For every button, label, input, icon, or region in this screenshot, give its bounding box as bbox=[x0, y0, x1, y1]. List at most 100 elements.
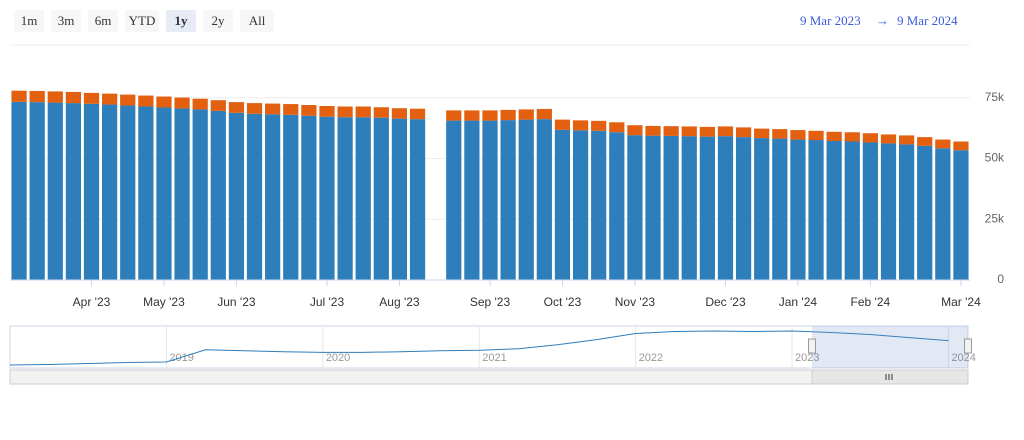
x-tick-label: Jul '23 bbox=[310, 295, 345, 309]
bar bbox=[500, 120, 516, 280]
x-tick-label: Dec '23 bbox=[705, 295, 746, 309]
navigator-tick-label: 2021 bbox=[482, 352, 506, 364]
bar bbox=[898, 135, 915, 145]
bar bbox=[518, 119, 534, 281]
bar bbox=[844, 141, 860, 280]
bar bbox=[609, 122, 625, 133]
range-button[interactable]: YTD bbox=[125, 10, 159, 32]
date-from[interactable]: 9 Mar 2023 bbox=[800, 13, 861, 28]
bar bbox=[319, 116, 335, 280]
bar bbox=[699, 136, 715, 280]
bar bbox=[265, 103, 281, 115]
y-tick-label: 0 bbox=[997, 272, 1004, 286]
x-tick-label: Jun '23 bbox=[217, 295, 256, 309]
bar bbox=[717, 136, 734, 280]
x-tick-label: Apr '23 bbox=[73, 295, 111, 309]
bar bbox=[83, 103, 100, 280]
navigator-tick-label: 2020 bbox=[326, 352, 350, 364]
range-button[interactable]: All bbox=[240, 10, 274, 32]
range-button[interactable]: 2y bbox=[203, 10, 233, 32]
bar bbox=[790, 130, 806, 140]
bar bbox=[102, 93, 118, 105]
range-button[interactable]: 6m bbox=[88, 10, 118, 32]
bar bbox=[554, 119, 571, 130]
range-button[interactable]: 1m bbox=[14, 10, 44, 32]
navigator-tick-label: 2023 bbox=[795, 352, 819, 364]
scrollbar-thumb bbox=[811, 369, 969, 385]
x-tick-label: Feb '24 bbox=[851, 295, 891, 309]
bar bbox=[47, 91, 63, 103]
range-button[interactable]: 3m bbox=[51, 10, 81, 32]
bar bbox=[11, 101, 27, 280]
bar bbox=[355, 106, 371, 118]
date-to[interactable]: 9 Mar 2024 bbox=[897, 13, 958, 28]
bar bbox=[228, 112, 245, 280]
bar bbox=[898, 144, 915, 280]
bar bbox=[663, 126, 679, 136]
bar bbox=[138, 95, 154, 107]
bar bbox=[265, 114, 281, 280]
bar bbox=[808, 130, 824, 141]
bar bbox=[65, 91, 82, 104]
bar bbox=[65, 103, 82, 280]
bar bbox=[174, 108, 190, 280]
bar bbox=[373, 107, 389, 118]
bar bbox=[355, 117, 371, 280]
bar bbox=[138, 106, 154, 280]
date-arrow: → bbox=[876, 13, 889, 28]
bar bbox=[482, 110, 498, 121]
bar bbox=[862, 142, 878, 280]
bar bbox=[102, 104, 118, 280]
bar bbox=[627, 135, 643, 280]
bar bbox=[246, 113, 263, 281]
bar bbox=[572, 130, 589, 280]
y-tick-label: 25k bbox=[985, 211, 1005, 225]
navigator-tick-label: 2024 bbox=[951, 352, 975, 364]
bar bbox=[844, 132, 860, 142]
bar bbox=[645, 125, 661, 136]
y-tick-label: 50k bbox=[985, 151, 1005, 165]
navigator-tick-label: 2019 bbox=[169, 352, 193, 364]
bar bbox=[192, 98, 208, 110]
scrollbar-track bbox=[9, 369, 969, 385]
bar bbox=[464, 120, 480, 280]
bar bbox=[210, 110, 226, 280]
bar bbox=[935, 139, 951, 149]
bar bbox=[808, 140, 824, 280]
bar bbox=[917, 137, 933, 146]
bar bbox=[790, 139, 806, 280]
bar bbox=[301, 105, 317, 116]
bar bbox=[283, 104, 299, 115]
bar bbox=[681, 136, 697, 280]
range-button[interactable]: 1y bbox=[166, 10, 196, 32]
bar bbox=[627, 125, 643, 136]
navigator-handle bbox=[964, 338, 972, 354]
chart: 0 25k 50k 75k Apr '23 May '23 Jun '23 Jul '23 Au… bbox=[9, 44, 1005, 385]
bar bbox=[572, 120, 589, 131]
bar bbox=[554, 129, 571, 280]
bar bbox=[663, 135, 679, 280]
bar bbox=[826, 141, 842, 280]
bar bbox=[500, 109, 516, 121]
bar bbox=[337, 106, 353, 118]
bar bbox=[446, 120, 462, 280]
bar bbox=[464, 110, 480, 121]
x-tick-label: May '23 bbox=[143, 295, 185, 309]
bar bbox=[283, 114, 299, 280]
bar bbox=[120, 105, 136, 280]
bar bbox=[319, 106, 335, 117]
bar bbox=[228, 102, 245, 113]
navigator-line bbox=[9, 330, 949, 366]
y-tick-label: 75k bbox=[985, 90, 1005, 104]
bar bbox=[591, 130, 607, 280]
x-tick-label: Sep '23 bbox=[470, 295, 511, 309]
x-tick-label: Aug '23 bbox=[379, 295, 420, 309]
bar bbox=[880, 143, 897, 280]
bar bbox=[935, 148, 951, 280]
bar bbox=[210, 100, 226, 111]
bar bbox=[120, 94, 136, 106]
scrollbar-grip bbox=[885, 374, 893, 380]
x-tick-label: Jan '24 bbox=[779, 295, 818, 309]
bar bbox=[156, 96, 172, 108]
bar bbox=[482, 120, 498, 280]
